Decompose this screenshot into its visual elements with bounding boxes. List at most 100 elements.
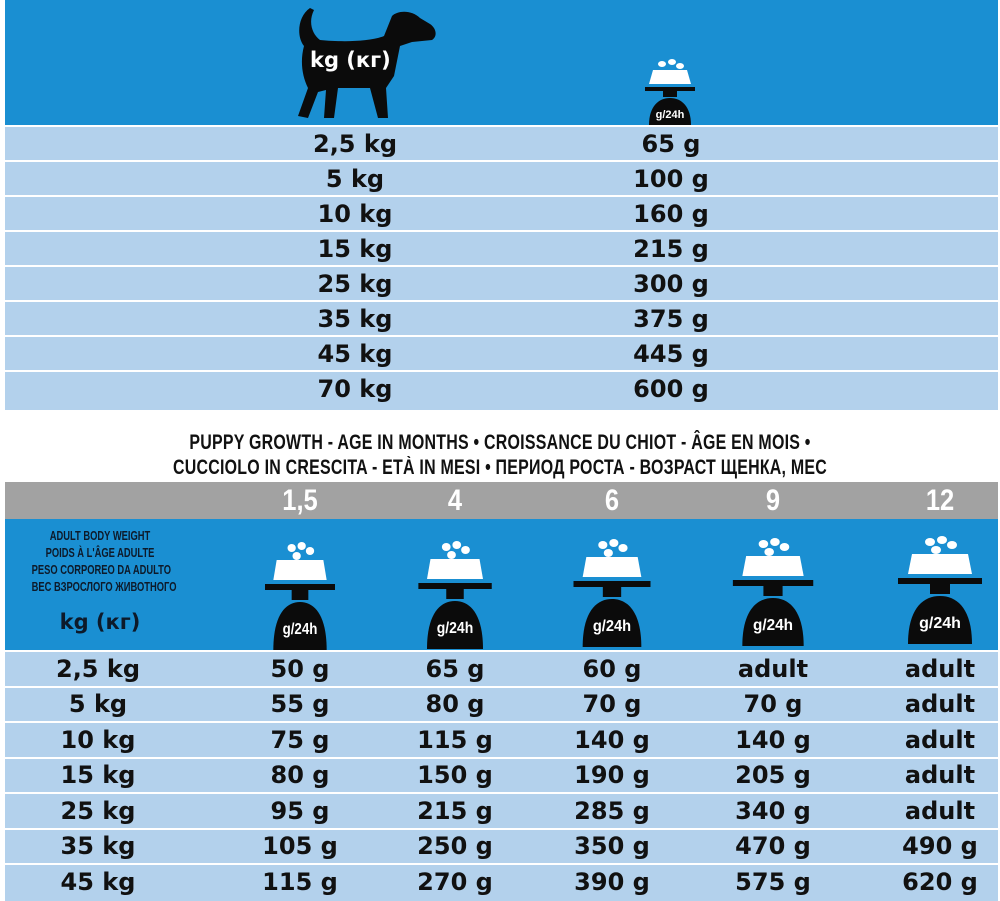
- table-row: 45 kg 445 g: [5, 335, 998, 370]
- weight-cell: 5 kg: [68, 690, 128, 719]
- ration-cell: 80 g: [425, 690, 485, 719]
- ration-cell: 470 g: [735, 832, 811, 861]
- ration-icon-label: g/24h: [593, 617, 631, 635]
- ration-cell: 140 g: [574, 725, 650, 754]
- age-header-row: 1,5 4 6 9 12: [5, 482, 998, 519]
- weight-cell: 25 kg: [317, 269, 393, 298]
- table-row: 5 kg 100 g: [5, 160, 998, 195]
- table-row: 2,5 kg 50 g 65 g 60 g adult adult: [5, 650, 998, 686]
- ration-cell: 575 g: [735, 867, 811, 896]
- ration-cell: adult: [904, 761, 976, 790]
- puppy-table-header: ADULT BODY WEIGHT POIDS À L'ÂGE ADULTE P…: [5, 519, 998, 650]
- table-row: 45 kg 115 g 270 g 390 g 575 g 620 g: [5, 863, 998, 899]
- weight-cell: 5 kg: [325, 164, 385, 193]
- food-scale-icon: g/24h: [418, 540, 492, 649]
- adult-feeding-table: kg (кг) g/24h 2,5 kg 65 g 5 kg 100 g 10 kg 16…: [5, 0, 998, 410]
- ration-cell: 140 g: [735, 725, 811, 754]
- dog-silhouette-icon: [298, 8, 436, 118]
- label-ru: ВЕС ВЗРОСЛОГО ЖИВОТНОГО: [31, 579, 177, 594]
- ration-cell: 95 g: [270, 796, 330, 825]
- table-row: 15 kg 80 g 150 g 190 g 205 g adult: [5, 756, 998, 793]
- weight-cell: 15 kg: [317, 234, 393, 263]
- ration-cell: 75 g: [270, 725, 330, 754]
- ration-cell: 270 g: [417, 867, 493, 896]
- ration-cell: 190 g: [574, 761, 650, 790]
- weight-cell: 45 kg: [60, 867, 136, 896]
- food-scale-icon: g/24h: [573, 539, 651, 647]
- ration-icon-label: g/24h: [656, 109, 685, 121]
- ration-cell: adult: [737, 654, 809, 683]
- table-row: 25 kg 300 g: [5, 265, 998, 300]
- weight-unit-label: kg (кг): [59, 610, 141, 634]
- ration-cell: 375 g: [633, 304, 709, 333]
- ration-cell: 490 g: [902, 832, 978, 861]
- table-row: 35 kg 375 g: [5, 300, 998, 335]
- ration-cell: 620 g: [902, 867, 978, 896]
- adult-body-weight-label: ADULT BODY WEIGHT POIDS À L'ÂGE ADULTE P…: [31, 527, 177, 595]
- ration-cell: 105 g: [262, 832, 338, 861]
- ration-icon-label: g/24h: [753, 616, 793, 633]
- weight-cell: 10 kg: [60, 725, 136, 754]
- ration-cell: 60 g: [582, 654, 642, 683]
- ration-cell: 150 g: [417, 761, 493, 790]
- food-scale-icon: g/24h: [265, 542, 335, 650]
- ration-cell: adult: [904, 796, 976, 825]
- age-column-header: 6: [604, 484, 620, 517]
- weight-cell: 70 kg: [317, 374, 393, 403]
- ration-cell: 340 g: [735, 796, 811, 825]
- ration-cell: 285 g: [574, 796, 650, 825]
- ration-icon-label: g/24h: [437, 619, 474, 637]
- weight-cell: 15 kg: [60, 761, 136, 790]
- weight-cell: 10 kg: [317, 199, 393, 228]
- table-row: 5 kg 55 g 80 g 70 g 70 g adult: [5, 685, 998, 722]
- ration-cell: 300 g: [633, 269, 709, 298]
- ration-cell: 215 g: [633, 234, 709, 263]
- ration-cell: 115 g: [417, 725, 493, 754]
- ration-cell: 250 g: [417, 832, 493, 861]
- ration-cell: 80 g: [270, 761, 330, 790]
- ration-cell: 55 g: [270, 690, 330, 719]
- food-scale-icon: g/24h: [645, 59, 695, 125]
- ration-cell: adult: [904, 654, 976, 683]
- age-column-header: 9: [765, 484, 781, 517]
- ration-cell: 50 g: [270, 654, 330, 683]
- table-row: 70 kg 600 g: [5, 370, 998, 405]
- table-row: 10 kg 75 g 115 g 140 g 140 g adult: [5, 721, 998, 757]
- table-row: 35 kg 105 g 250 g 350 g 470 g 490 g: [5, 827, 998, 864]
- ration-cell: 205 g: [735, 761, 811, 790]
- ration-cell: 445 g: [633, 339, 709, 368]
- ration-cell: 65 g: [641, 129, 701, 158]
- ration-cell: 100 g: [633, 164, 709, 193]
- table-row: 2,5 kg 65 g: [5, 125, 998, 160]
- ration-cell: 390 g: [574, 867, 650, 896]
- weight-cell: 45 kg: [317, 339, 393, 368]
- ration-cell: adult: [904, 725, 976, 754]
- ration-cell: 160 g: [633, 199, 709, 228]
- table-row: 15 kg 215 g: [5, 230, 998, 265]
- weight-cell: 2,5 kg: [312, 129, 398, 158]
- weight-cell: 25 kg: [60, 796, 136, 825]
- ration-cell: 70 g: [743, 690, 803, 719]
- table-row: 10 kg 160 g: [5, 195, 998, 230]
- age-column-header: 4: [447, 484, 463, 517]
- ration-cell: 115 g: [262, 867, 338, 896]
- puppy-heading-line2: CUCCIOLO IN CRESCITA - ETÀ IN MESI • ПЕР…: [172, 456, 828, 479]
- puppy-feeding-table: 2,5 kg 50 g 65 g 60 g adult adult 5 kg 55 g 80 g…: [5, 650, 998, 901]
- food-scale-icon: g/24h: [732, 537, 814, 646]
- weight-cell: 2,5 kg: [55, 654, 141, 683]
- adult-table-header: kg (кг) g/24h: [5, 0, 998, 125]
- ration-icon-label: g/24h: [919, 615, 961, 632]
- puppy-heading-line1: PUPPY GROWTH - AGE IN MONTHS • CROISSANC…: [189, 431, 811, 454]
- ration-cell: 70 g: [582, 690, 642, 719]
- table-row: 25 kg 95 g 215 g 285 g 340 g adult: [5, 792, 998, 828]
- ration-cell: 65 g: [425, 654, 485, 683]
- age-column-header: 1,5: [282, 484, 318, 517]
- label-it: PESO CORPOREO DA ADULTO: [31, 562, 171, 577]
- ration-cell: 350 g: [574, 832, 650, 861]
- weight-cell: 35 kg: [317, 304, 393, 333]
- food-scale-icon: g/24h: [898, 536, 982, 644]
- ration-cell: 215 g: [417, 796, 493, 825]
- weight-unit-header: kg (кг): [310, 48, 391, 72]
- ration-icon-label: g/24h: [283, 621, 318, 638]
- label-fr: POIDS À L'ÂGE ADULTE: [45, 545, 155, 560]
